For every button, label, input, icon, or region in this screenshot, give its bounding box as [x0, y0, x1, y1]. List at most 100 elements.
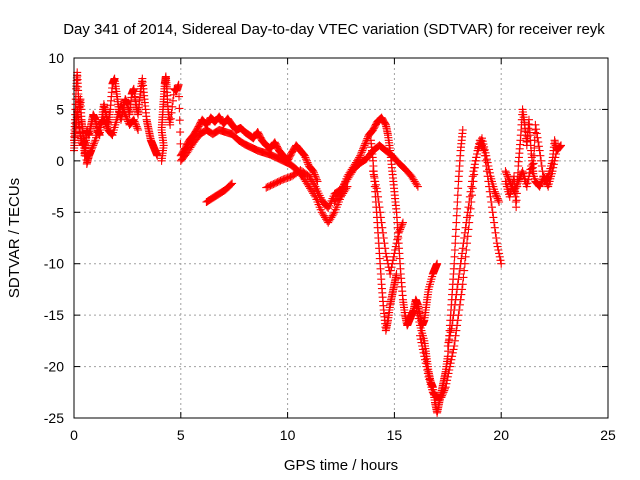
data-point	[356, 151, 365, 160]
data-point	[532, 125, 541, 134]
data-point	[378, 223, 387, 232]
data-point	[392, 239, 401, 248]
data-point	[448, 348, 457, 357]
data-point	[532, 129, 541, 138]
data-point	[421, 355, 430, 364]
data-point	[549, 163, 558, 172]
data-point	[121, 112, 130, 121]
data-point	[393, 232, 402, 241]
y-axis-label: SDTVAR / TECUs	[6, 178, 23, 298]
data-point	[369, 167, 378, 176]
series-trace-afternoon-drop	[366, 136, 401, 335]
series-trace-evening-low	[501, 141, 566, 196]
data-point	[371, 177, 380, 186]
data-point	[168, 96, 177, 105]
data-point	[412, 180, 421, 189]
data-point	[393, 235, 402, 244]
data-point	[491, 189, 500, 198]
data-point	[374, 198, 383, 206]
data-point	[131, 120, 140, 129]
data-point	[130, 117, 139, 126]
data-point	[484, 162, 493, 170]
data-point	[433, 259, 442, 268]
data-point	[453, 285, 462, 294]
data-point	[359, 144, 368, 153]
series-trace-trough-main	[411, 126, 467, 417]
data-point	[355, 153, 364, 162]
data-point	[470, 170, 479, 179]
data-point	[374, 192, 383, 201]
data-point	[176, 128, 185, 137]
x-tick-label: 20	[493, 427, 509, 443]
data-point	[438, 391, 447, 400]
data-point	[373, 187, 382, 196]
data-point	[514, 177, 523, 186]
data-point	[300, 151, 309, 160]
data-point	[452, 218, 461, 227]
y-tick-label: 5	[56, 101, 64, 117]
data-point	[88, 143, 97, 152]
data-point	[452, 290, 461, 299]
data-point	[117, 102, 126, 110]
data-point	[492, 234, 501, 242]
x-tick-label: 5	[177, 427, 185, 443]
data-point	[174, 80, 183, 89]
data-point	[537, 162, 546, 170]
data-point	[371, 180, 380, 189]
data-point	[497, 259, 506, 268]
data-point	[485, 168, 494, 177]
data-point	[412, 304, 421, 313]
series-trace-afternoon-left	[369, 167, 407, 278]
data-point	[389, 252, 398, 261]
data-point	[444, 369, 453, 378]
data-point	[512, 196, 521, 205]
data-point	[377, 218, 386, 227]
data-point	[534, 138, 543, 146]
data-point	[99, 115, 108, 124]
data-point	[87, 146, 96, 155]
data-point	[443, 376, 452, 385]
data-point	[360, 141, 369, 150]
data-point	[450, 300, 459, 309]
data-point	[414, 314, 423, 323]
data-point	[552, 150, 561, 158]
y-tick-label: 10	[48, 50, 64, 66]
data-point	[133, 124, 142, 133]
data-point	[515, 175, 523, 184]
data-point	[423, 369, 432, 378]
data-point	[449, 345, 458, 354]
data-point	[465, 192, 474, 201]
data-point	[513, 179, 522, 188]
data-point	[379, 234, 388, 242]
chart-title: Day 341 of 2014, Sidereal Day-to-day VTE…	[63, 21, 605, 38]
data-point	[504, 174, 513, 182]
y-tick-label: -20	[44, 359, 64, 375]
data-point	[482, 155, 491, 164]
data-point	[413, 311, 422, 320]
data-point	[460, 228, 469, 237]
series-trace-afternoon-peak	[330, 113, 442, 330]
data-point	[359, 143, 368, 152]
data-point	[372, 184, 381, 193]
data-point	[175, 104, 184, 113]
data-point	[391, 246, 400, 254]
data-point	[303, 158, 312, 167]
data-point	[397, 222, 406, 230]
data-point	[450, 306, 459, 314]
data-point	[420, 352, 429, 361]
data-point	[89, 139, 98, 148]
data-point	[533, 133, 542, 142]
data-point	[451, 239, 460, 248]
data-point	[356, 150, 365, 158]
data-point	[358, 146, 367, 155]
data-point	[445, 362, 454, 371]
data-point	[416, 335, 425, 344]
data-point	[535, 182, 544, 191]
data-point	[418, 342, 427, 350]
series-trace-midday-long	[262, 141, 422, 213]
data-point	[460, 234, 469, 242]
data-point	[537, 156, 546, 165]
data-point	[448, 321, 457, 330]
data-point	[107, 130, 116, 139]
data-point	[357, 148, 366, 157]
